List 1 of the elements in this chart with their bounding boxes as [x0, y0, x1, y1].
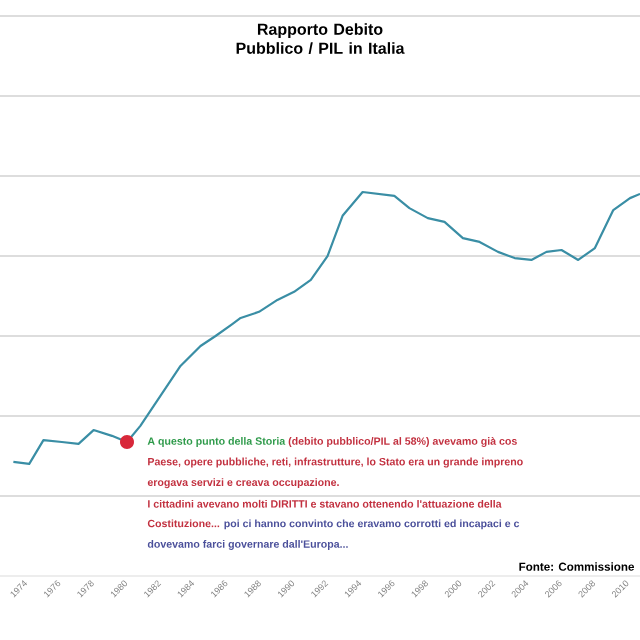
- chart-title: Rapporto Debito Pubblico / PIL in Italia: [236, 23, 405, 55]
